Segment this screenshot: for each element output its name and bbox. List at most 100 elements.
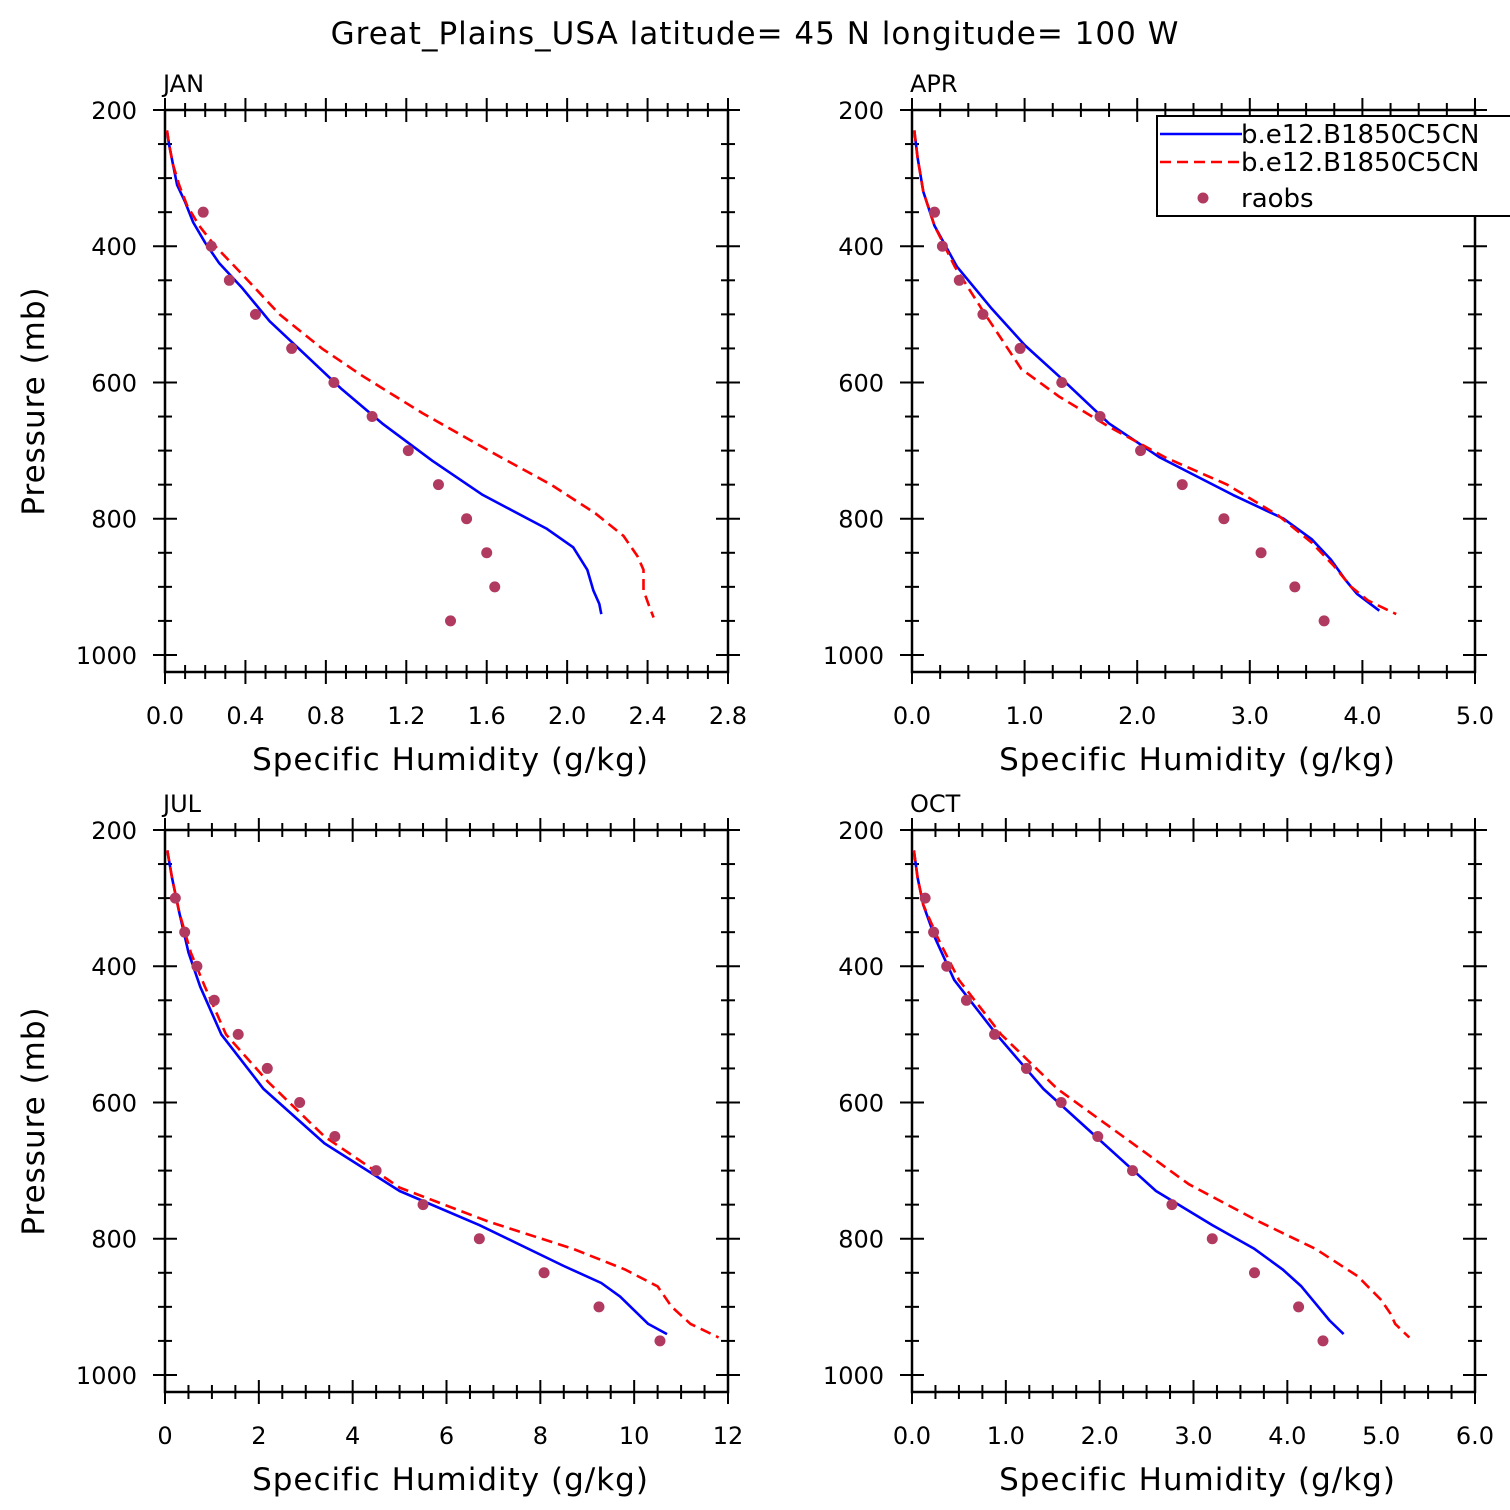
x-tick-label: 0.8 — [307, 702, 345, 730]
raobs-point — [1055, 1096, 1067, 1108]
raobs-point — [1056, 376, 1068, 388]
x-tick-label: 4 — [345, 1422, 360, 1450]
x-tick-label: 0.0 — [893, 1422, 931, 1450]
x-tick-label: 0 — [157, 1422, 172, 1450]
y-tick-label: 200 — [838, 97, 884, 125]
raobs-point — [402, 445, 414, 457]
x-tick-label: 2 — [251, 1422, 266, 1450]
raobs-point — [328, 376, 340, 388]
y-tick-label: 600 — [91, 369, 137, 397]
y-tick-label: 400 — [838, 953, 884, 981]
y-tick-label: 800 — [838, 506, 884, 534]
raobs-point — [960, 994, 972, 1006]
raobs-point — [919, 892, 931, 904]
raobs-point — [445, 615, 457, 627]
legend-raobs-marker — [1197, 192, 1209, 204]
raobs-point — [286, 342, 298, 354]
raobs-point — [928, 926, 940, 938]
x-tick-label: 2.0 — [1118, 702, 1156, 730]
raobs-point — [1127, 1165, 1139, 1177]
model1-line — [912, 850, 1345, 1336]
raobs-point — [208, 994, 220, 1006]
y-tick-label: 600 — [91, 1089, 137, 1117]
panel-apr: APR 0.0 1.0 2.0 3.0 4.0 5.0 200 400 600 800 1000 Spe… — [823, 70, 1494, 778]
legend-label: raobs — [1241, 184, 1314, 214]
y-tick-label: 200 — [838, 817, 884, 845]
raobs-point — [654, 1335, 666, 1347]
raobs-point — [1094, 411, 1106, 423]
x-axis-label: Specific Humidity (g/kg) — [252, 1462, 649, 1498]
x-axis-label: Specific Humidity (g/kg) — [999, 742, 1396, 778]
x-axis-label: Specific Humidity (g/kg) — [252, 742, 649, 778]
raobs-point — [929, 206, 941, 218]
x-tick-label: 4.0 — [1343, 702, 1381, 730]
raobs-point — [1092, 1131, 1104, 1143]
raobs-point — [197, 206, 209, 218]
x-tick-label: 6.0 — [1456, 1422, 1494, 1450]
panel-jan: JAN 0.0 0.4 0.8 1.2 1.6 2.0 2.4 2.8 200 400 600 800 1… — [16, 70, 747, 778]
raobs-point — [473, 1233, 485, 1245]
raobs-point — [232, 1028, 244, 1040]
x-tick-label: 8 — [533, 1422, 548, 1450]
model1-line — [165, 130, 603, 615]
y-tick-label: 400 — [91, 953, 137, 981]
panel-label: JAN — [161, 70, 204, 98]
y-tick-label: 800 — [838, 1226, 884, 1254]
panel-label: OCT — [910, 790, 961, 818]
raobs-point — [294, 1096, 306, 1108]
y-tick-label: 800 — [91, 506, 137, 534]
model2-line — [166, 850, 720, 1339]
legend-box — [1156, 115, 1510, 217]
x-tick-label: 1.0 — [987, 1422, 1025, 1450]
model1-line — [166, 850, 668, 1336]
x-tick-label: 1.6 — [468, 702, 506, 730]
figure-title: Great_Plains_USA latitude= 45 N longitud… — [331, 16, 1180, 52]
raobs-point — [1293, 1301, 1305, 1313]
raobs-point — [989, 1028, 1001, 1040]
raobs-point — [1248, 1267, 1260, 1279]
raobs-point — [432, 479, 444, 491]
raobs-point — [366, 411, 378, 423]
raobs-point — [1206, 1233, 1218, 1245]
raobs-point — [1176, 479, 1188, 491]
panel-oct: OCT 0.0 1.0 2.0 3.0 4.0 5.0 6.0 200 400 600 800 1000… — [823, 790, 1494, 1498]
y-tick-label: 400 — [838, 233, 884, 261]
raobs-point — [191, 960, 203, 972]
x-tick-label: 0.0 — [146, 702, 184, 730]
x-tick-label: 6 — [439, 1422, 454, 1450]
raobs-point — [1255, 547, 1267, 559]
raobs-point — [1317, 1335, 1329, 1347]
raobs-point — [1020, 1062, 1032, 1074]
x-tick-label: 3.0 — [1231, 702, 1269, 730]
x-tick-label: 1.2 — [387, 702, 425, 730]
raobs-point — [481, 547, 493, 559]
y-tick-label: 1000 — [76, 642, 137, 670]
raobs-point — [593, 1301, 605, 1313]
raobs-point — [169, 892, 181, 904]
raobs-point — [1318, 615, 1330, 627]
panel-jul: JUL 0 2 4 6 8 10 12 200 400 600 800 1000 Specific Hum… — [16, 790, 743, 1498]
x-tick-label: 4.0 — [1268, 1422, 1306, 1450]
y-tick-label: 1000 — [76, 1362, 137, 1390]
y-tick-label: 600 — [838, 1089, 884, 1117]
x-axis-label: Specific Humidity (g/kg) — [999, 1462, 1396, 1498]
raobs-point — [1218, 513, 1230, 525]
raobs-point — [489, 581, 501, 593]
x-tick-label: 3.0 — [1174, 1422, 1212, 1450]
y-tick-label: 1000 — [823, 1362, 884, 1390]
raobs-point — [1166, 1199, 1178, 1211]
panels: JAN 0.0 0.4 0.8 1.2 1.6 2.0 2.4 2.8 200 400 600 800 1… — [16, 70, 1494, 1498]
y-tick-label: 200 — [91, 817, 137, 845]
x-tick-label: 0.4 — [226, 702, 264, 730]
raobs-point — [205, 240, 217, 252]
y-tick-label: 1000 — [823, 642, 884, 670]
x-tick-label: 12 — [713, 1422, 744, 1450]
y-tick-label: 200 — [91, 97, 137, 125]
raobs-point — [179, 926, 191, 938]
raobs-point — [953, 274, 965, 286]
legend-label: b.e12.B1850C5CN — [1241, 120, 1479, 150]
raobs-point — [249, 308, 261, 320]
y-axis-label: Pressure (mb) — [16, 286, 52, 515]
